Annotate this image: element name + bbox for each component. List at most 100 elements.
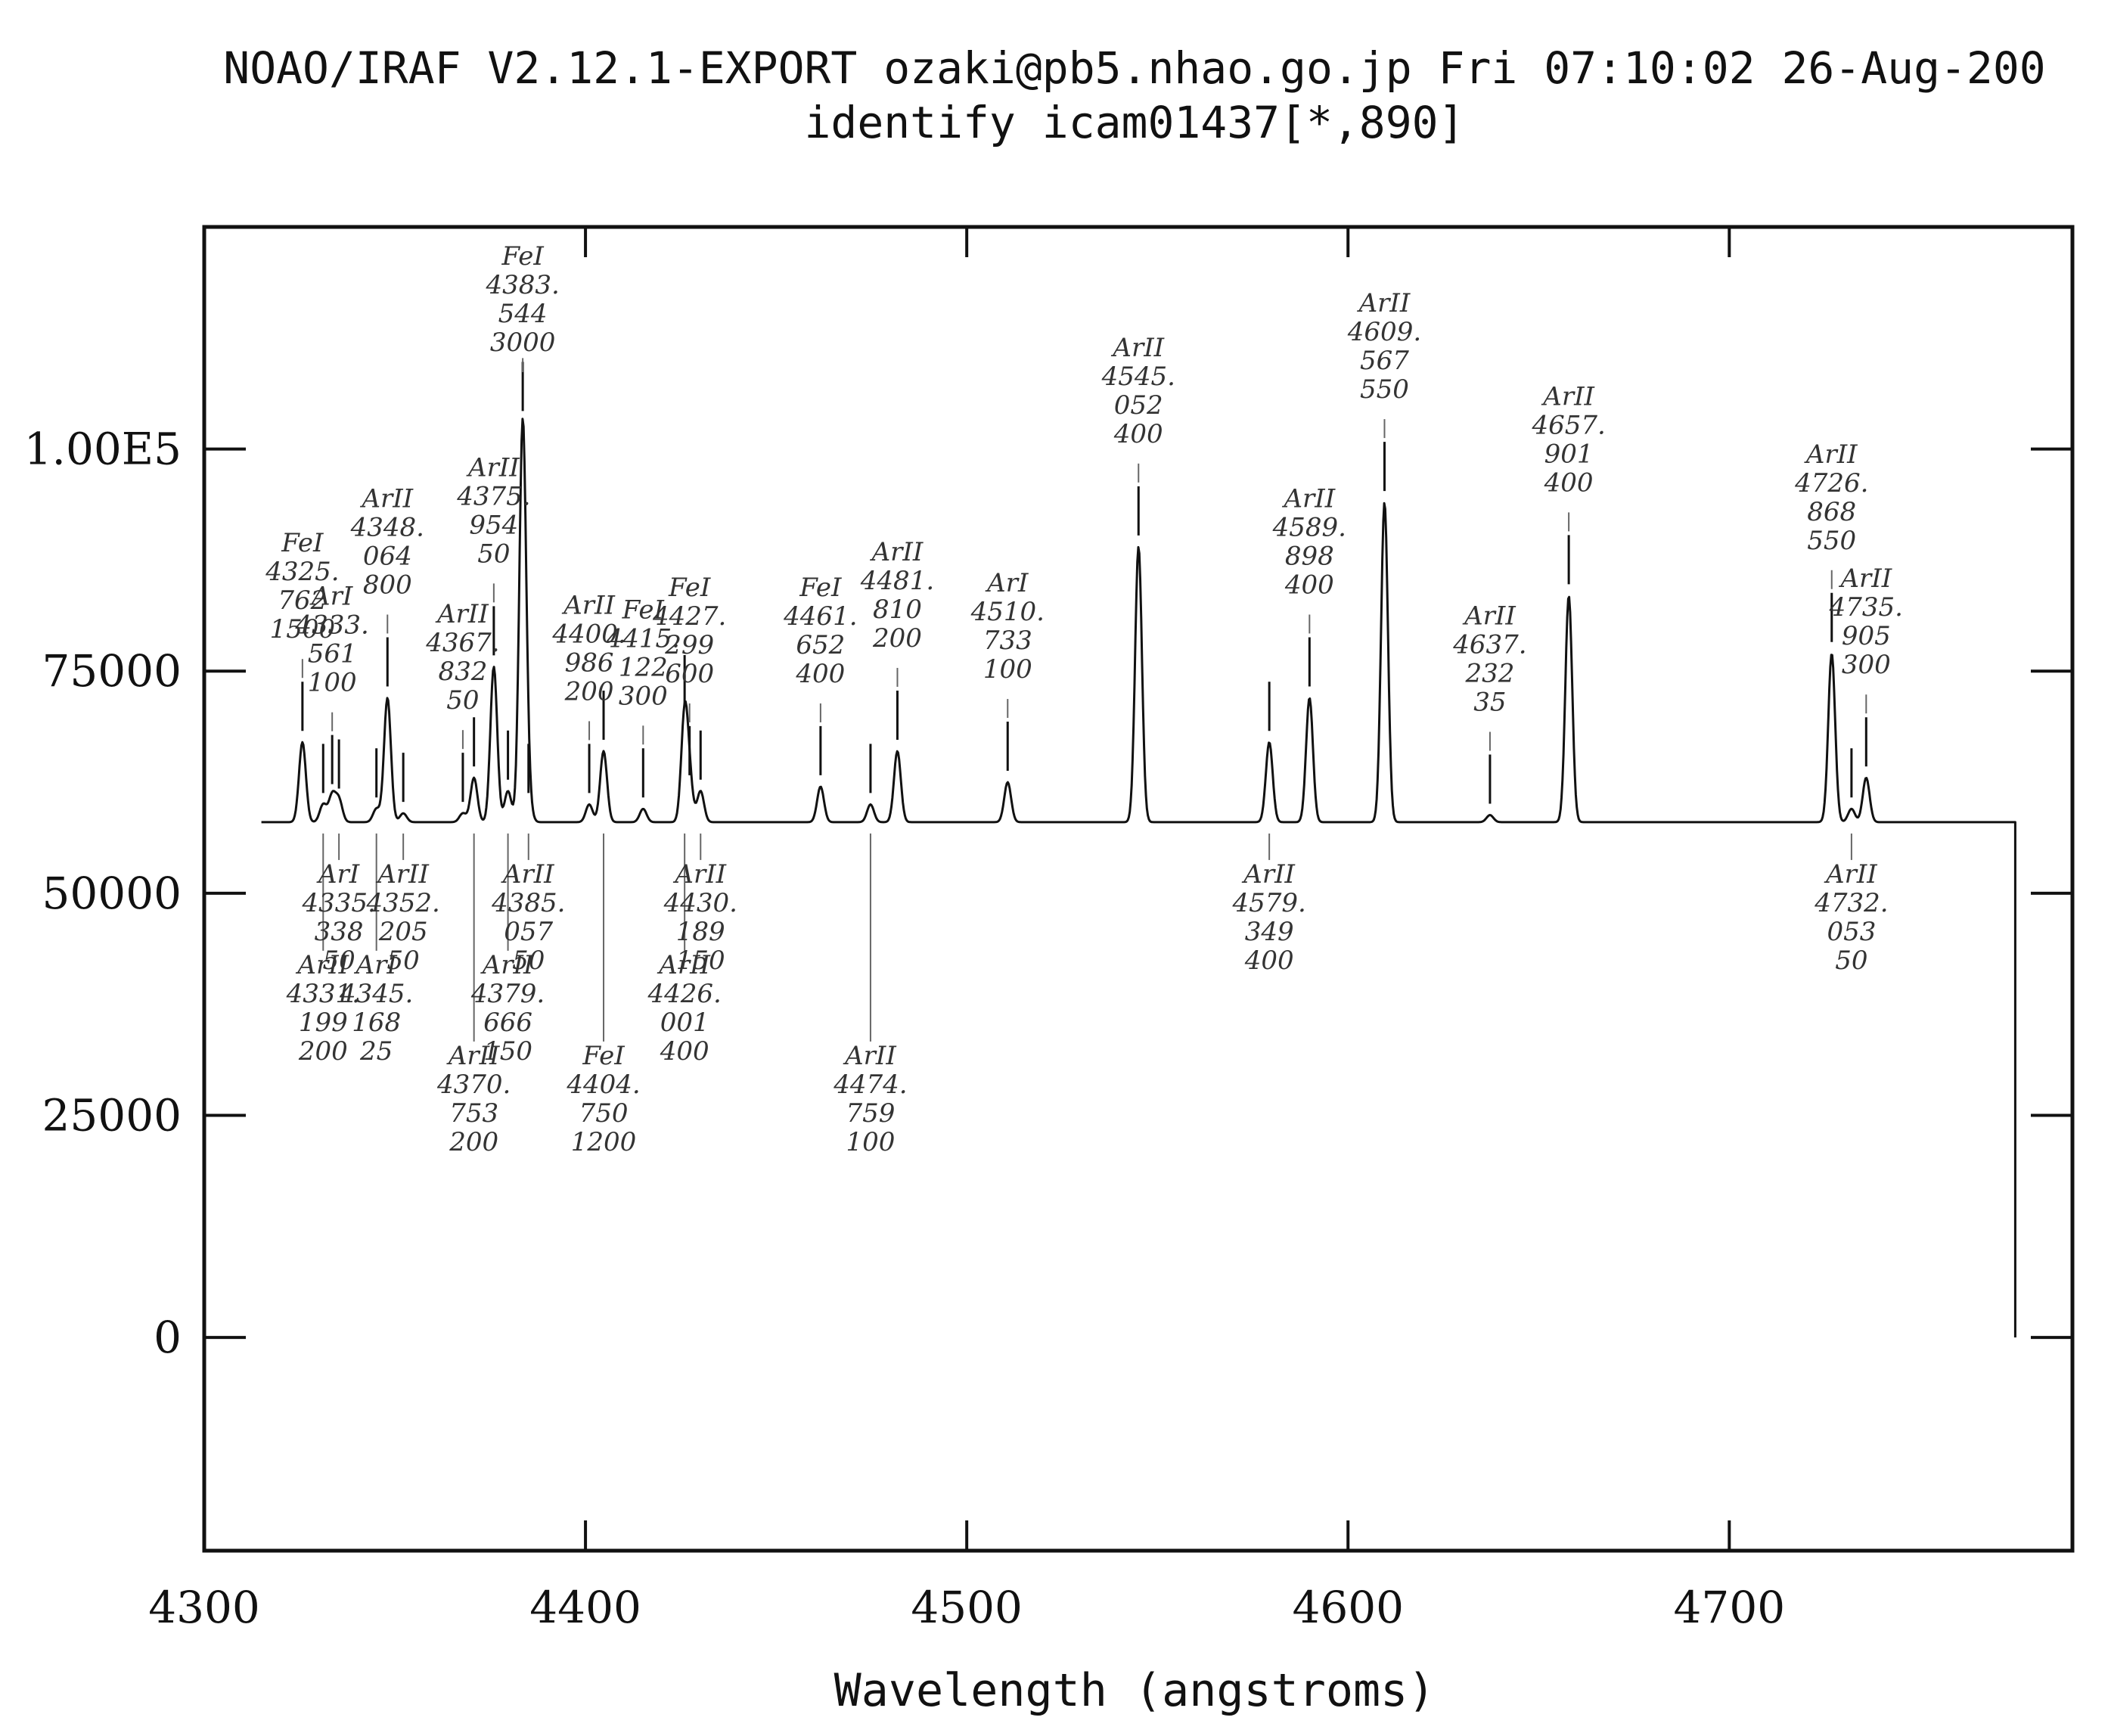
line-id-text-24-2: 349 <box>1245 917 1294 947</box>
line-id-text-2-1: 4333. <box>295 610 369 641</box>
line-id-text-30-2: 053 <box>1827 917 1876 947</box>
line-id-text-29-1: 4726. <box>1794 468 1868 498</box>
line-id-text-26-1: 4609. <box>1347 317 1421 347</box>
line-id-text-8-0: ArII <box>446 1041 500 1071</box>
line-id-text-3-1: 4335. <box>301 888 375 918</box>
line-id-text-22-0: ArI <box>985 568 1029 598</box>
line-id-text-28-0: ArII <box>1541 381 1594 411</box>
x-tick-label-0: 4300 <box>148 1582 260 1633</box>
y-tick-label-1: 25000 <box>42 1089 182 1141</box>
line-id-text-29-2: 868 <box>1807 497 1856 527</box>
line-id-text-9-3: 50 <box>477 539 510 569</box>
line-id-text-15-2: 122 <box>619 652 668 682</box>
line-id-text-7-1: 4367. <box>425 628 499 658</box>
line-id-text-20-0: ArII <box>843 1041 896 1071</box>
line-id-text-5-2: 064 <box>363 541 412 571</box>
line-id-text-21-3: 200 <box>872 623 922 654</box>
line-id-text-24-1: 4579. <box>1231 888 1305 918</box>
line-id-text-7-3: 50 <box>446 685 479 716</box>
line-id-text-5-3: 800 <box>363 570 412 600</box>
line-id-text-15-1: 4415. <box>606 623 680 654</box>
line-id-text-16-1: 4426. <box>647 979 721 1009</box>
line-id-text-24-0: ArII <box>1241 859 1295 890</box>
line-id-text-12-0: ArII <box>501 859 554 890</box>
line-id-text-6-1: 4352. <box>365 888 439 918</box>
line-id-text-4-0: ArI <box>354 950 398 980</box>
line-id-text-4-2: 168 <box>352 1008 401 1038</box>
line-id-text-7-0: ArII <box>435 599 489 629</box>
line-id-text-14-2: 750 <box>579 1098 629 1129</box>
line-id-text-0-0: FeI <box>281 528 324 558</box>
line-id-text-19-2: 652 <box>796 630 845 660</box>
line-id-text-25-3: 400 <box>1284 570 1334 600</box>
line-id-text-19-3: 400 <box>795 659 845 689</box>
x-tick-label-3: 4600 <box>1292 1582 1404 1633</box>
line-id-text-11-1: 4383. <box>485 270 559 300</box>
line-id-text-17-3: 600 <box>665 659 714 689</box>
line-markers <box>301 362 1867 804</box>
line-id-text-0-3: 1500 <box>270 614 336 644</box>
line-id-text-21-2: 810 <box>873 595 922 625</box>
y-tick-label-4: 1.00E5 <box>24 424 182 475</box>
line-id-text-3-3: 50 <box>322 946 355 976</box>
y-tick-label-2: 50000 <box>42 868 182 919</box>
line-id-text-13-2: 986 <box>565 648 614 678</box>
line-id-text-25-2: 898 <box>1285 541 1334 571</box>
line-id-text-4-1: 4345. <box>339 979 413 1009</box>
line-id-text-30-1: 4732. <box>1814 888 1888 918</box>
line-id-text-8-2: 753 <box>449 1098 498 1129</box>
x-axis-label: Wavelength (angstroms) <box>834 1664 1436 1717</box>
line-id-text-27-3: 35 <box>1473 688 1506 718</box>
line-id-text-17-2: 299 <box>664 630 714 660</box>
line-id-text-19-1: 4461. <box>783 601 857 632</box>
line-id-text-22-3: 100 <box>983 654 1032 685</box>
line-id-text-10-1: 4379. <box>470 979 545 1009</box>
chart-subtitle: identify icam01437[*,890] <box>805 97 1465 148</box>
line-id-text-31-1: 4735. <box>1829 592 1903 623</box>
line-id-text-0-1: 4325. <box>265 557 339 587</box>
line-id-text-20-3: 100 <box>846 1127 895 1157</box>
chart-title: NOAO/IRAF V2.12.1-EXPORT ozaki@pb5.nhao.… <box>223 42 2045 94</box>
line-id-text-9-1: 4375. <box>456 481 530 511</box>
axes: 4300 4400 4500 4600 4700 0 25000 50000 75000 1.00… <box>24 227 2072 1633</box>
line-id-text-11-0: FeI <box>501 241 544 272</box>
series-line-spectrum <box>261 418 2016 1338</box>
line-id-text-16-2: 001 <box>660 1008 709 1038</box>
line-id-text-25-1: 4589. <box>1272 512 1346 542</box>
line-id-text-22-2: 733 <box>983 626 1032 656</box>
line-id-text-20-1: 4474. <box>833 1070 907 1100</box>
line-id-text-18-1: 4430. <box>663 888 737 918</box>
line-id-text-1-1: 4331. <box>286 979 360 1009</box>
line-id-text-14-3: 1200 <box>571 1127 637 1157</box>
line-id-text-1-2: 199 <box>299 1008 348 1038</box>
line-id-text-2-3: 100 <box>308 668 357 698</box>
line-id-text-18-2: 189 <box>676 917 725 947</box>
line-id-text-29-3: 550 <box>1807 526 1856 556</box>
y-tick-label-0: 0 <box>154 1312 182 1363</box>
line-id-text-1-0: ArII <box>295 950 349 980</box>
line-id-text-14-0: FeI <box>582 1041 625 1071</box>
line-id-text-26-2: 567 <box>1360 346 1409 376</box>
line-id-text-31-0: ArII <box>1838 564 1892 594</box>
line-id-text-31-3: 300 <box>1842 650 1891 680</box>
